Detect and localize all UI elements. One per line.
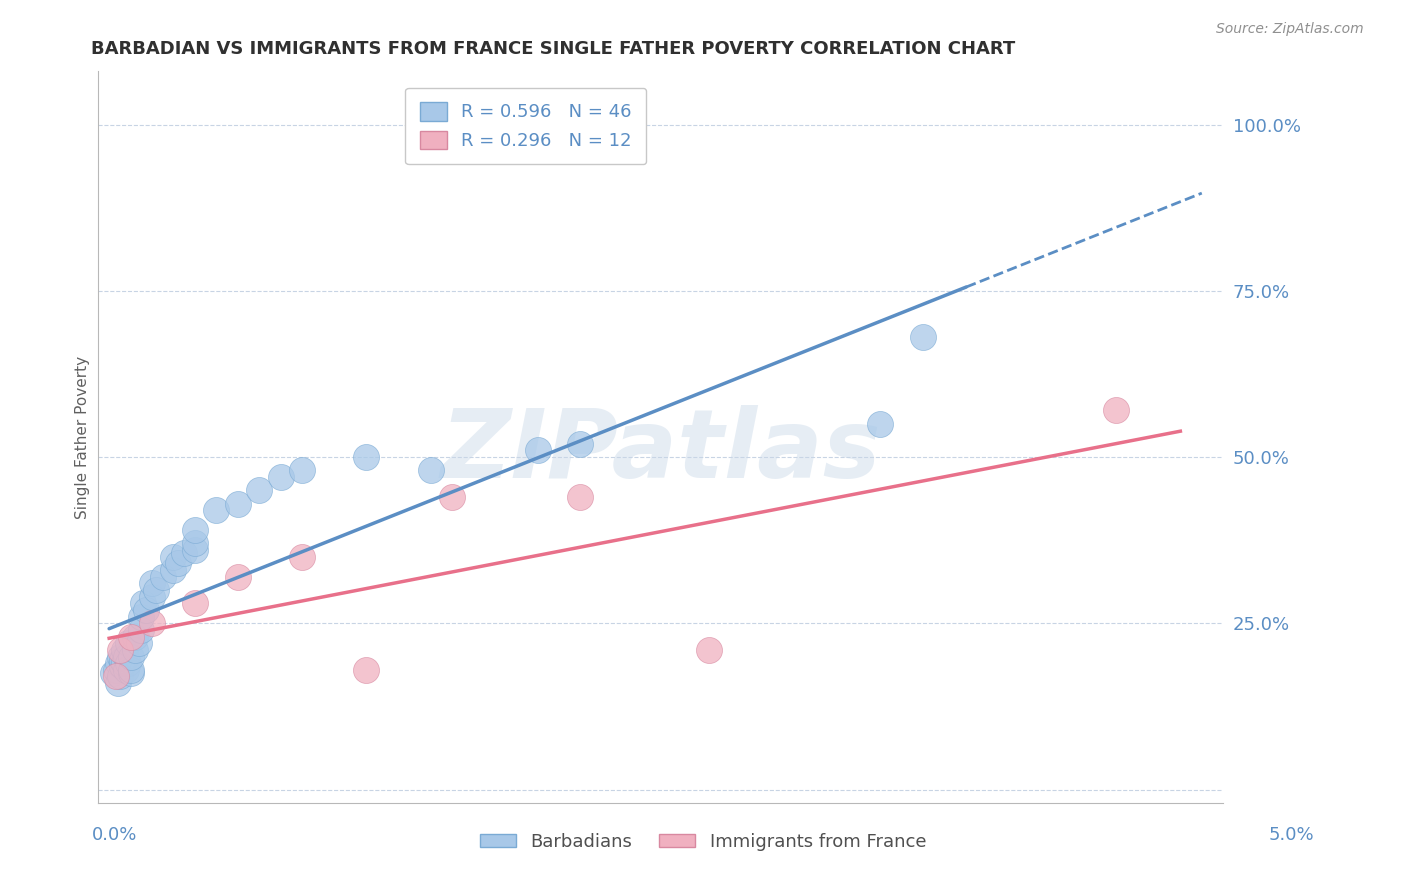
Point bbox=[129, 623, 152, 637]
Point bbox=[115, 663, 138, 677]
Point bbox=[129, 609, 152, 624]
Point bbox=[107, 656, 129, 670]
Point bbox=[152, 570, 174, 584]
Text: 0.0%: 0.0% bbox=[91, 826, 136, 844]
Point bbox=[184, 536, 207, 550]
Text: Source: ZipAtlas.com: Source: ZipAtlas.com bbox=[1216, 22, 1364, 37]
Point bbox=[120, 630, 142, 644]
Point bbox=[205, 503, 228, 517]
Text: 5.0%: 5.0% bbox=[1270, 826, 1315, 844]
Point bbox=[912, 330, 935, 344]
Point bbox=[291, 463, 314, 477]
Point bbox=[354, 450, 377, 464]
Point bbox=[111, 653, 134, 667]
Point bbox=[247, 483, 270, 498]
Point bbox=[103, 666, 125, 681]
Point bbox=[117, 636, 139, 650]
Point bbox=[141, 576, 163, 591]
Point bbox=[526, 443, 548, 458]
Y-axis label: Single Father Poverty: Single Father Poverty bbox=[75, 356, 90, 518]
Point bbox=[569, 436, 592, 450]
Point bbox=[419, 463, 441, 477]
Point bbox=[569, 490, 592, 504]
Point bbox=[184, 596, 207, 610]
Point bbox=[135, 603, 157, 617]
Point bbox=[162, 563, 184, 577]
Point bbox=[120, 663, 142, 677]
Point bbox=[440, 490, 463, 504]
Legend: R = 0.596   N = 46, R = 0.296   N = 12: R = 0.596 N = 46, R = 0.296 N = 12 bbox=[405, 87, 647, 164]
Point bbox=[1105, 403, 1128, 417]
Legend: Barbadians, Immigrants from France: Barbadians, Immigrants from France bbox=[472, 826, 934, 858]
Point bbox=[117, 656, 139, 670]
Point bbox=[226, 497, 249, 511]
Point bbox=[162, 549, 184, 564]
Point bbox=[184, 543, 207, 558]
Point bbox=[697, 643, 720, 657]
Point bbox=[112, 656, 135, 670]
Point bbox=[184, 523, 207, 537]
Point bbox=[141, 590, 163, 604]
Point bbox=[166, 557, 188, 571]
Point bbox=[869, 417, 891, 431]
Point bbox=[145, 582, 167, 597]
Point bbox=[104, 663, 127, 677]
Point bbox=[270, 470, 292, 484]
Point bbox=[120, 649, 142, 664]
Text: ZIPatlas: ZIPatlas bbox=[440, 405, 882, 499]
Point bbox=[115, 649, 138, 664]
Point bbox=[173, 546, 195, 560]
Point bbox=[291, 549, 314, 564]
Point bbox=[128, 636, 150, 650]
Point bbox=[108, 643, 131, 657]
Point bbox=[104, 669, 127, 683]
Point bbox=[111, 659, 134, 673]
Point bbox=[226, 570, 249, 584]
Point bbox=[108, 669, 131, 683]
Point bbox=[354, 663, 377, 677]
Point bbox=[107, 676, 129, 690]
Point bbox=[132, 596, 155, 610]
Text: BARBADIAN VS IMMIGRANTS FROM FRANCE SINGLE FATHER POVERTY CORRELATION CHART: BARBADIAN VS IMMIGRANTS FROM FRANCE SING… bbox=[91, 40, 1015, 58]
Point bbox=[112, 643, 135, 657]
Point bbox=[141, 616, 163, 631]
Point bbox=[108, 649, 131, 664]
Point bbox=[120, 666, 142, 681]
Point bbox=[124, 643, 146, 657]
Point bbox=[124, 630, 146, 644]
